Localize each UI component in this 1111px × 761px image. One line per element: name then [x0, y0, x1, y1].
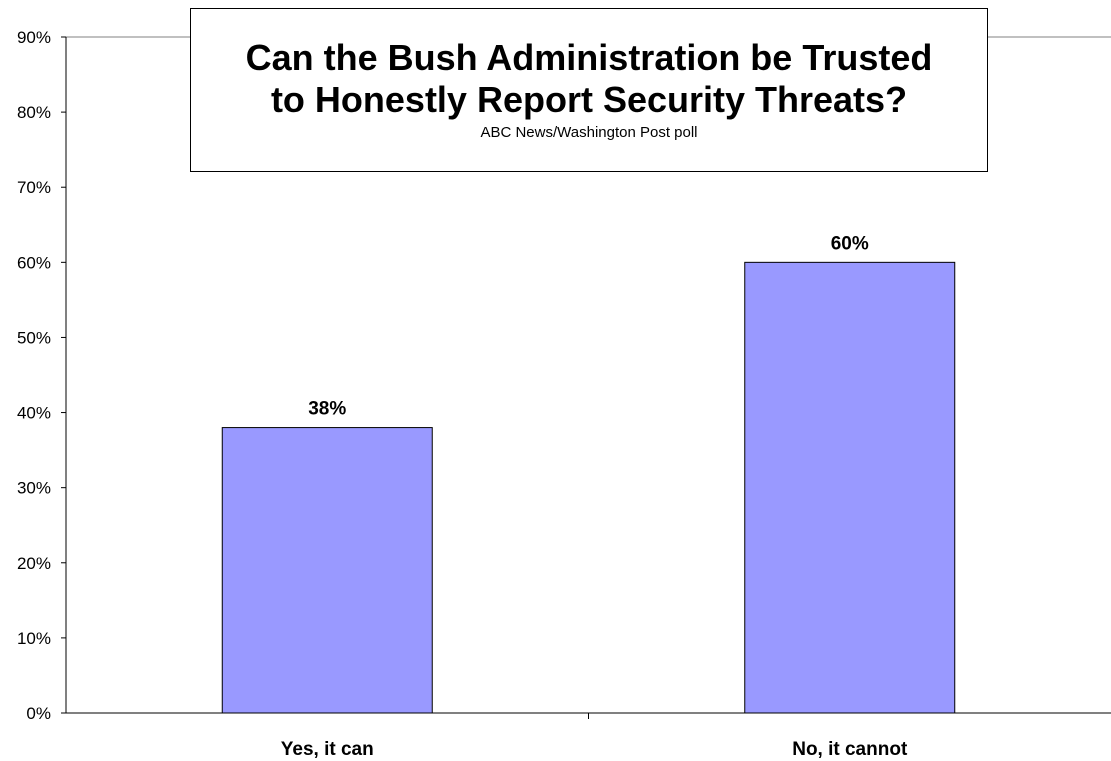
chart-title: Can the Bush Administration be Trusted t…	[245, 37, 933, 120]
y-tick-label: 90%	[17, 28, 51, 47]
chart-subtitle: ABC News/Washington Post poll	[480, 124, 698, 141]
y-tick-label: 60%	[17, 253, 51, 272]
data-label: 38%	[308, 399, 346, 420]
y-tick-label: 40%	[17, 404, 51, 423]
data-label: 60%	[831, 233, 869, 254]
y-tick-label: 70%	[17, 178, 51, 197]
chart-title-box: Can the Bush Administration be Trusted t…	[190, 8, 988, 172]
bar	[221, 427, 433, 714]
x-category-label: No, it cannot	[792, 739, 908, 760]
y-tick-label: 20%	[17, 554, 51, 573]
bar	[744, 261, 956, 714]
y-tick-label: 10%	[17, 629, 51, 648]
x-category-label: Yes, it can	[281, 739, 374, 760]
y-tick-label: 30%	[17, 479, 51, 498]
y-tick-label: 0%	[26, 704, 51, 723]
y-tick-label: 80%	[17, 103, 51, 122]
y-tick-label: 50%	[17, 328, 51, 347]
